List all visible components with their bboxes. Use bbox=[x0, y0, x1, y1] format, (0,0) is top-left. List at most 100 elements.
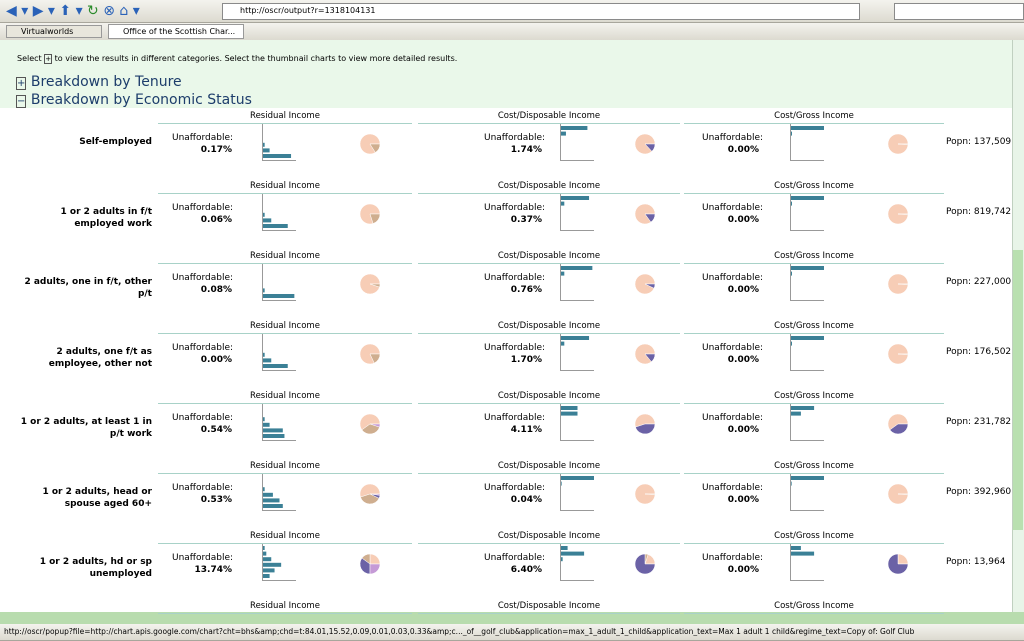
thumbnail-pie[interactable] bbox=[886, 412, 910, 436]
section-toggle[interactable]: + Breakdown by Tenure bbox=[16, 74, 182, 90]
metric-value: 0.08% bbox=[200, 285, 232, 295]
bar bbox=[263, 218, 272, 223]
thumbnail-chart[interactable] bbox=[262, 193, 308, 233]
thumbnail-chart[interactable] bbox=[790, 403, 836, 443]
thumbnail-pie[interactable] bbox=[358, 202, 382, 226]
pie-slice bbox=[887, 413, 909, 431]
pie-slice bbox=[369, 283, 381, 288]
column-header: Cost/Gross Income bbox=[774, 181, 854, 191]
metric-value: 0.00% bbox=[727, 145, 759, 155]
tab[interactable]: Virtualworlds bbox=[6, 25, 102, 38]
metric-value: 1.74% bbox=[510, 145, 542, 155]
metric-label: Unaffordable: bbox=[172, 273, 234, 283]
header-rule bbox=[684, 403, 944, 404]
instruction: Select + to view the results in differen… bbox=[17, 54, 458, 64]
thumbnail-chart[interactable] bbox=[560, 543, 606, 583]
thumbnail-pie[interactable] bbox=[886, 342, 910, 366]
population: Popn: 819,742 bbox=[946, 207, 1012, 217]
thumbnail-pie[interactable] bbox=[358, 412, 382, 436]
metric-value: 1.70% bbox=[510, 355, 542, 365]
thumbnail-chart[interactable] bbox=[262, 123, 308, 163]
thumbnail-pie[interactable] bbox=[633, 552, 657, 576]
thumbnail-pie[interactable] bbox=[886, 272, 910, 296]
thumbnail-pie[interactable] bbox=[886, 482, 910, 506]
metric-value: 0.17% bbox=[200, 145, 232, 155]
bar bbox=[263, 212, 265, 217]
thumbnail-pie[interactable] bbox=[358, 342, 382, 366]
section-toggle[interactable]: − Breakdown by Economic Status bbox=[16, 92, 252, 108]
header-rule bbox=[684, 193, 944, 194]
column-header: Cost/Gross Income bbox=[774, 531, 854, 541]
metric-label: Unaffordable: bbox=[484, 413, 546, 423]
metric-value: 0.04% bbox=[510, 495, 542, 505]
pie-slice bbox=[635, 423, 656, 435]
metric-value: 13.74% bbox=[194, 565, 233, 575]
thumbnail-chart[interactable] bbox=[790, 193, 836, 233]
population: Popn: 227,000 bbox=[946, 277, 1012, 287]
thumbnail-chart[interactable] bbox=[560, 193, 606, 233]
thumbnail-pie[interactable] bbox=[633, 482, 657, 506]
header-rule bbox=[158, 543, 412, 544]
column-header: Cost/Disposable Income bbox=[497, 461, 601, 471]
thumbnail-pie[interactable] bbox=[358, 272, 382, 296]
column-header: Cost/Gross Income bbox=[774, 601, 854, 611]
thumbnail-chart[interactable] bbox=[790, 333, 836, 373]
thumbnail-chart[interactable] bbox=[560, 403, 606, 443]
bar bbox=[263, 568, 275, 573]
thumbnail-chart[interactable] bbox=[560, 473, 606, 513]
thumbnail-chart[interactable] bbox=[262, 473, 308, 513]
metric-value: 0.37% bbox=[510, 215, 542, 225]
column-header: Cost/Disposable Income bbox=[497, 181, 601, 191]
bar bbox=[561, 557, 563, 562]
thumbnail-chart[interactable] bbox=[790, 473, 836, 513]
row-label: 1 or 2 adults in f/t employed work bbox=[60, 207, 152, 229]
thumbnail-chart[interactable] bbox=[790, 123, 836, 163]
thumbnail-chart[interactable] bbox=[262, 333, 308, 373]
thumbnail-chart[interactable] bbox=[262, 263, 308, 303]
pie-slice bbox=[889, 423, 909, 435]
pie-slice bbox=[359, 557, 371, 575]
nav-buttons[interactable]: ◀ ▾ ▶ ▾ ⬆ ▾ ↻ ⊗ ⌂ ▾ bbox=[6, 3, 140, 19]
bar bbox=[791, 271, 792, 276]
population: Popn: 176,502 bbox=[946, 347, 1012, 357]
thumbnail-chart[interactable] bbox=[560, 333, 606, 373]
thumbnail-chart[interactable] bbox=[560, 123, 606, 163]
thumbnail-pie[interactable] bbox=[886, 202, 910, 226]
thumbnail-pie[interactable] bbox=[886, 552, 910, 576]
bar bbox=[561, 336, 590, 340]
bar bbox=[263, 148, 270, 153]
pie-slice bbox=[369, 423, 381, 428]
column-header: Cost/Gross Income bbox=[774, 391, 854, 401]
search-box[interactable] bbox=[894, 3, 1024, 20]
thumbnail-pie[interactable] bbox=[358, 482, 382, 506]
thumbnail-pie[interactable] bbox=[633, 412, 657, 436]
thumbnail-pie[interactable] bbox=[633, 272, 657, 296]
thumbnail-chart[interactable] bbox=[262, 543, 308, 583]
bar bbox=[263, 434, 285, 438]
thumbnail-pie[interactable] bbox=[633, 202, 657, 226]
header-rule bbox=[158, 473, 412, 474]
pie-slice bbox=[369, 143, 381, 153]
thumbnail-chart[interactable] bbox=[790, 263, 836, 303]
bar bbox=[561, 406, 578, 410]
thumbnail-chart[interactable] bbox=[560, 263, 606, 303]
pie-slice bbox=[359, 413, 381, 431]
bar bbox=[263, 428, 283, 433]
address-bar[interactable] bbox=[222, 3, 860, 20]
row-label: 2 adults, one in f/t, other p/t bbox=[24, 277, 152, 299]
thumbnail-pie[interactable] bbox=[358, 132, 382, 156]
metric-label: Unaffordable: bbox=[172, 553, 234, 563]
header-rule bbox=[158, 613, 412, 614]
column-header: Residual Income bbox=[250, 251, 320, 261]
thumbnail-pie[interactable] bbox=[633, 132, 657, 156]
bar bbox=[561, 266, 593, 270]
scroll-thumb[interactable] bbox=[1013, 250, 1023, 530]
header-rule bbox=[158, 193, 412, 194]
thumbnail-pie[interactable] bbox=[886, 132, 910, 156]
thumbnail-pie[interactable] bbox=[358, 552, 382, 576]
thumbnail-chart[interactable] bbox=[790, 543, 836, 583]
thumbnail-pie[interactable] bbox=[633, 342, 657, 366]
hscrollbar[interactable] bbox=[0, 612, 1024, 624]
thumbnail-chart[interactable] bbox=[262, 403, 308, 443]
tab-active[interactable]: Office of the Scottish Char... bbox=[108, 24, 244, 39]
